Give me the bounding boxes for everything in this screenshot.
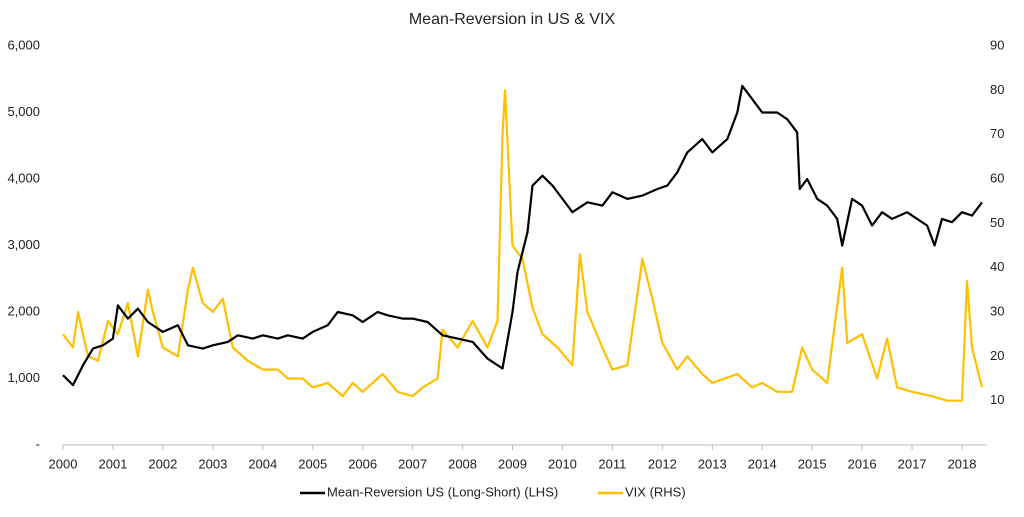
x-tick-label: 2005 — [298, 456, 327, 471]
y2-tick-label: 50 — [990, 215, 1004, 230]
x-tick-label: 2003 — [198, 456, 227, 471]
y-tick-label: 3,000 — [7, 237, 40, 252]
y-tick-label: - — [36, 436, 40, 451]
y2-tick-label: 40 — [990, 259, 1004, 274]
legend-label: Mean-Reversion US (Long-Short) (LHS) — [327, 484, 558, 499]
x-tick-label: 2000 — [49, 456, 78, 471]
x-tick-label: 2014 — [748, 456, 777, 471]
x-tick-label: 2008 — [448, 456, 477, 471]
x-tick-label: 2013 — [698, 456, 727, 471]
y2-tick-label: 90 — [990, 37, 1004, 52]
series-line — [62, 89, 984, 402]
x-tick-label: 2010 — [548, 456, 577, 471]
y-tick-label: 6,000 — [7, 37, 40, 52]
x-tick-label: 2011 — [598, 456, 626, 471]
x-tick-label: 2016 — [848, 456, 877, 471]
y-tick-label: 5,000 — [7, 104, 40, 119]
x-tick-label: 2012 — [648, 456, 677, 471]
legend-label: VIX (RHS) — [625, 484, 686, 499]
x-tick-label: 2015 — [798, 456, 827, 471]
x-tick-label: 2004 — [248, 456, 277, 471]
x-tick-label: 2017 — [898, 456, 927, 471]
x-tick-label: 2009 — [498, 456, 527, 471]
x-tick-label: 2007 — [398, 456, 427, 471]
y2-tick-label: 30 — [990, 303, 1004, 318]
y-tick-label: 4,000 — [7, 170, 40, 185]
x-tick-label: 2018 — [948, 456, 977, 471]
y-tick-label: 1,000 — [7, 370, 40, 385]
x-tick-label: 2006 — [348, 456, 377, 471]
y2-tick-label: 80 — [990, 82, 1004, 97]
y2-tick-label: 60 — [990, 170, 1004, 185]
x-tick-label: 2002 — [148, 456, 177, 471]
y2-tick-label: 10 — [990, 392, 1004, 407]
x-tick-label: 2001 — [98, 456, 127, 471]
series-line — [62, 84, 983, 387]
y2-tick-label: 70 — [990, 126, 1004, 141]
chart-title: Mean-Reversion in US & VIX — [409, 11, 616, 28]
y-tick-label: 2,000 — [7, 303, 40, 318]
y2-tick-label: 20 — [990, 348, 1004, 363]
